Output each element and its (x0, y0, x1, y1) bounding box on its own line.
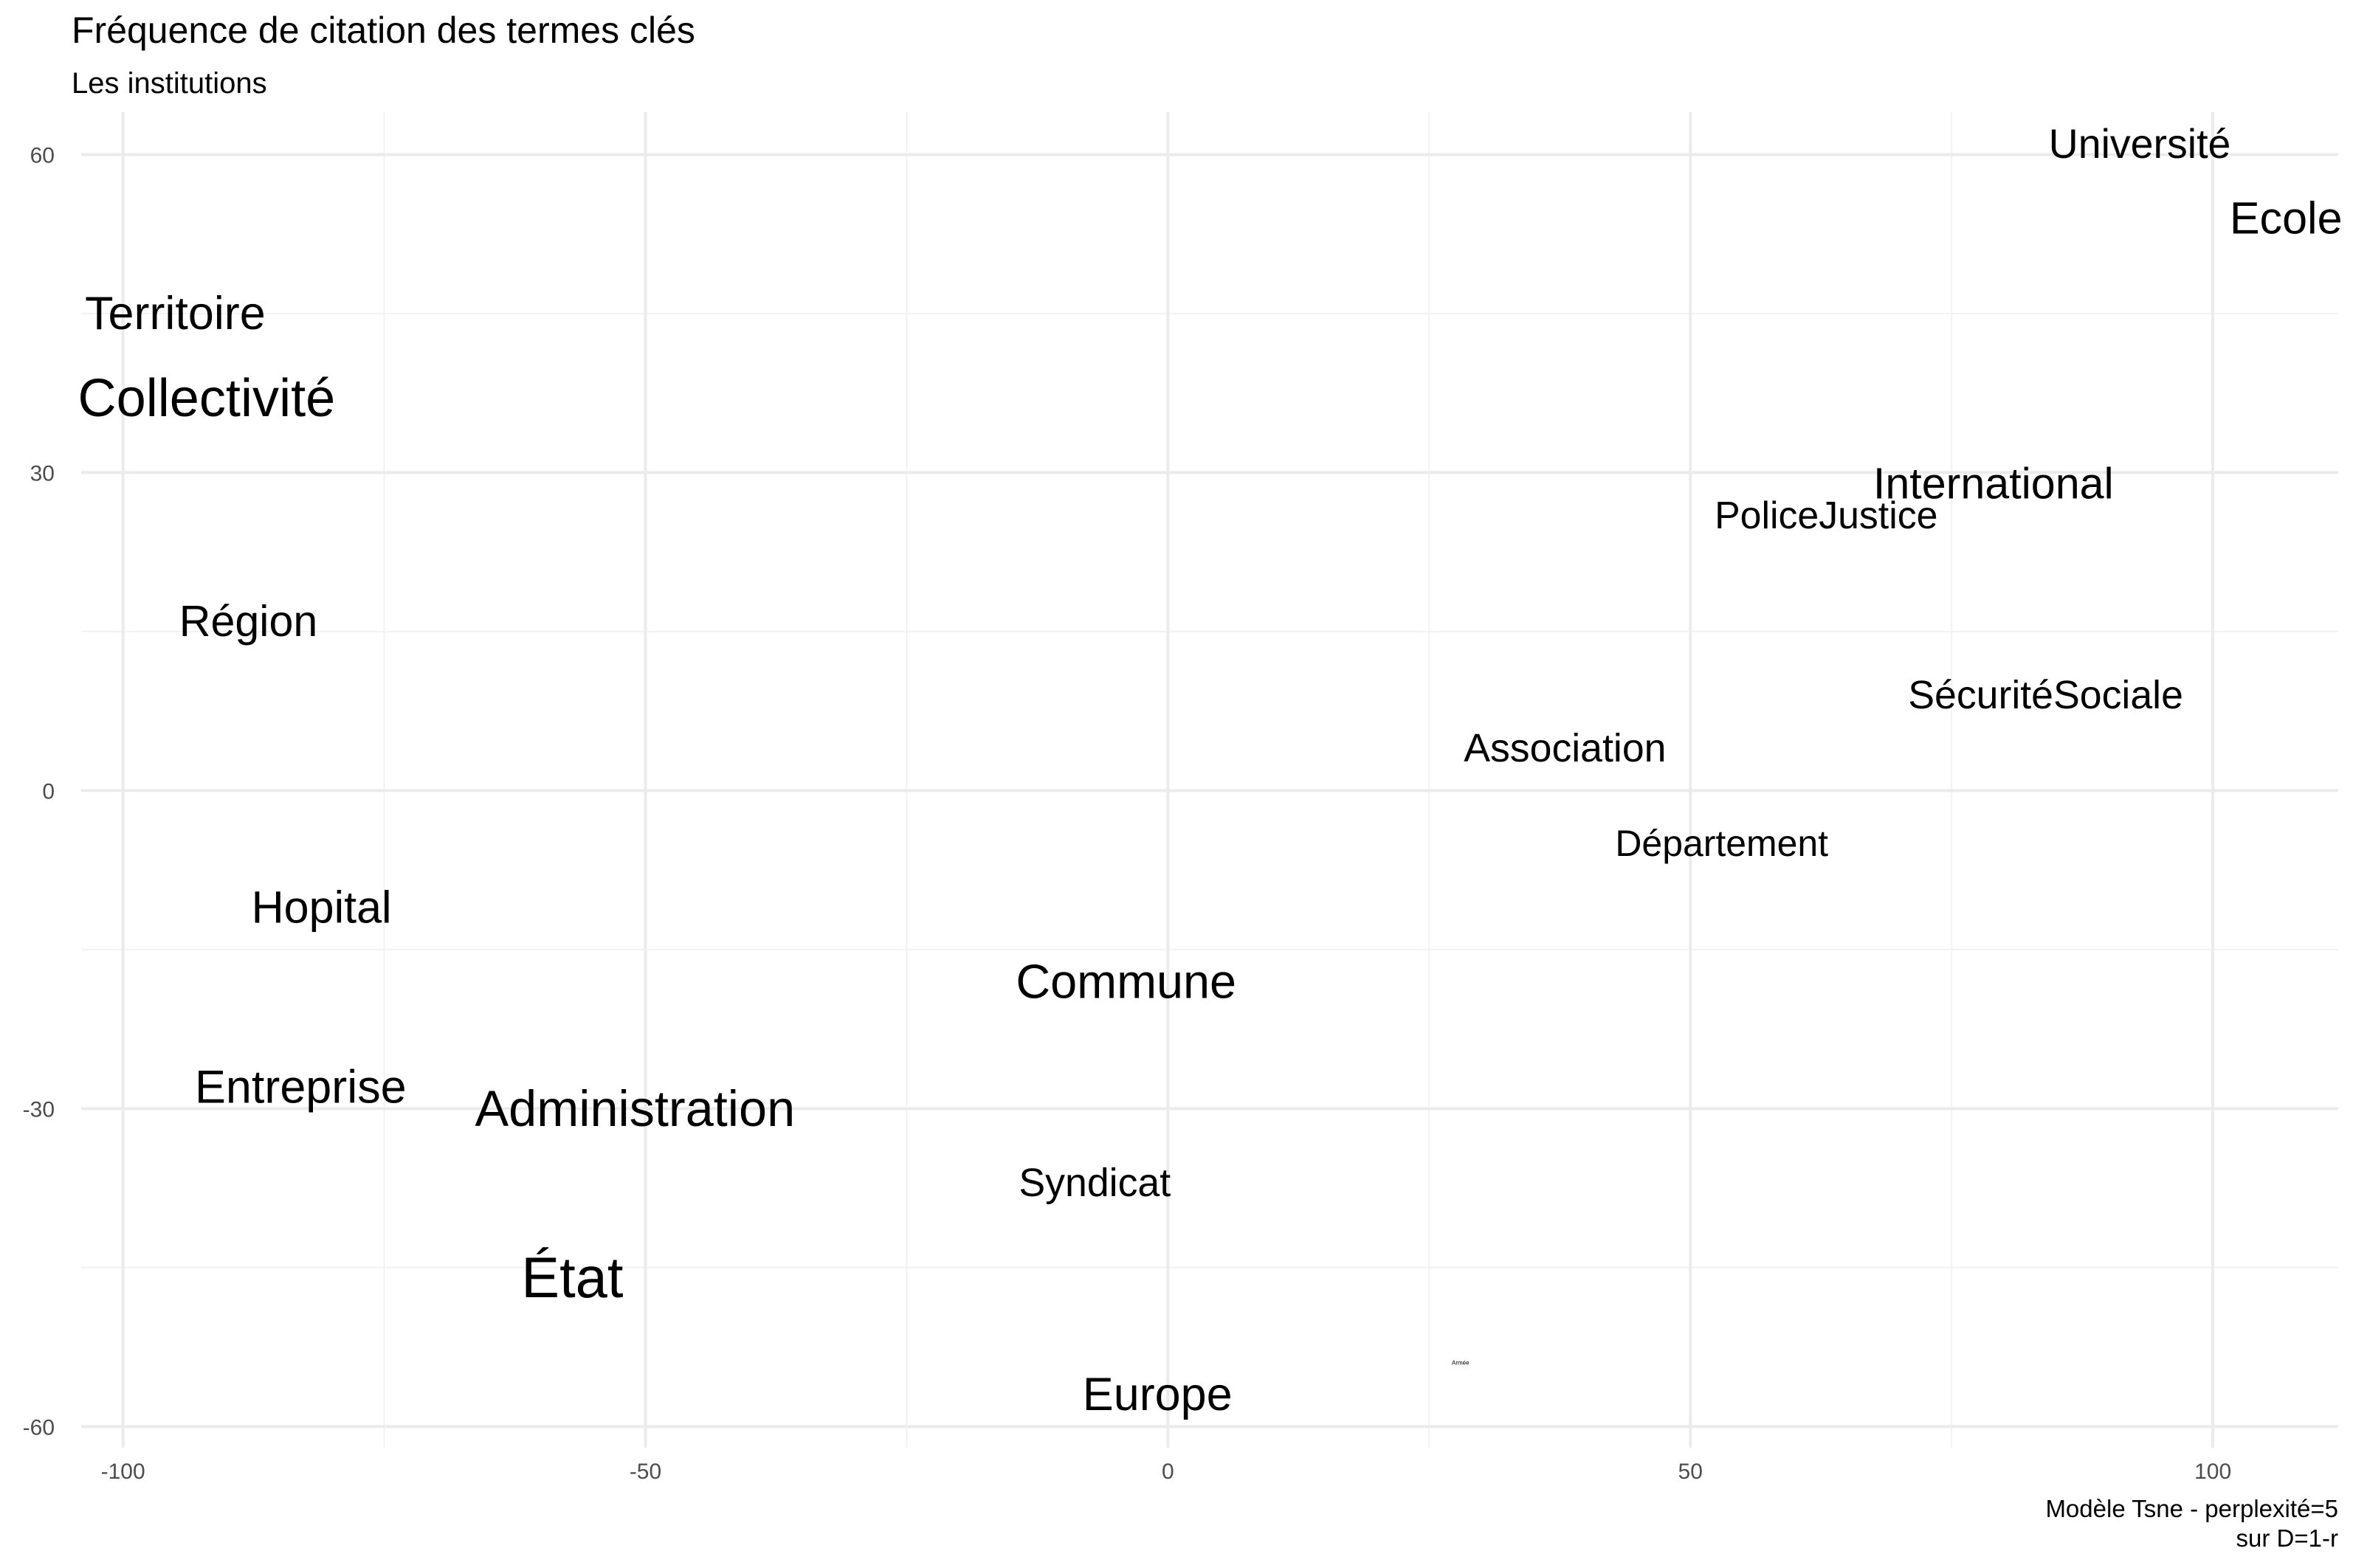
word-label: PoliceJustice (1715, 494, 1937, 536)
y-tick-label: 30 (30, 461, 55, 486)
word-label: SécuritéSociale (1908, 673, 2183, 717)
word-label: Entreprise (195, 1062, 407, 1113)
chart-title: Fréquence de citation des termes clés (72, 10, 695, 51)
word-label: Armée (1452, 1360, 1470, 1367)
word-label: International (1873, 458, 2114, 508)
word-labels: Université Ecole Territoire Collectivité Int… (77, 121, 2342, 1420)
word-label: État (521, 1246, 624, 1310)
caption-line-2: sur D=1-r (2236, 1524, 2338, 1552)
axis-ticks: -100 -50 0 50 100 -60 -30 0 30 60 (23, 143, 2232, 1484)
word-label: Administration (475, 1080, 796, 1137)
word-label: Syndicat (1019, 1161, 1171, 1205)
word-label: Collectivité (77, 369, 335, 428)
word-label: Département (1615, 823, 1828, 864)
grid (81, 112, 2338, 1448)
word-label: Hopital (252, 882, 392, 932)
x-tick-label: -100 (101, 1460, 145, 1484)
word-label: Association (1464, 726, 1666, 770)
y-tick-label: 60 (30, 143, 55, 167)
x-tick-label: 0 (1162, 1460, 1174, 1484)
word-label: Europe (1083, 1369, 1233, 1420)
y-tick-label: -60 (23, 1415, 55, 1440)
x-tick-label: -50 (630, 1460, 661, 1484)
caption-line-1: Modèle Tsne - perplexité=5 (2045, 1495, 2338, 1522)
word-label: Territoire (85, 288, 266, 339)
chart-subtitle: Les institutions (72, 67, 267, 100)
word-label: Université (2049, 121, 2231, 167)
y-tick-label: -30 (23, 1097, 55, 1122)
x-tick-label: 50 (1678, 1460, 1703, 1484)
y-tick-label: 0 (42, 779, 55, 804)
word-label: Région (179, 596, 318, 646)
x-tick-label: 100 (2194, 1460, 2231, 1484)
word-label: Ecole (2230, 193, 2343, 244)
word-label: Commune (1016, 954, 1236, 1008)
